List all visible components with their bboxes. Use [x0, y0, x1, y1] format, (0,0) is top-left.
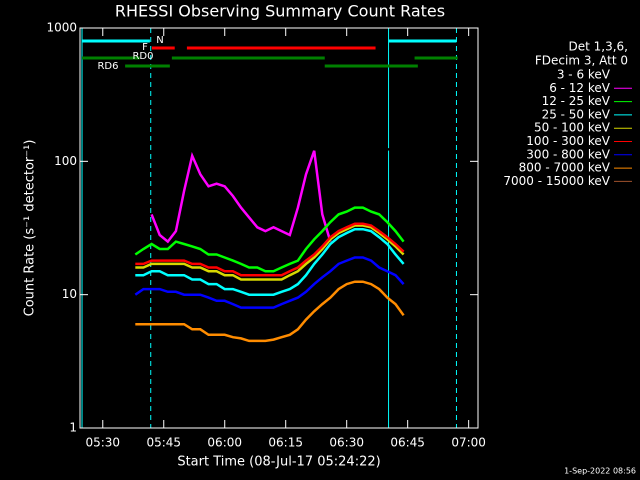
x-tick-label: 06:00 [207, 436, 242, 450]
y-tick-label: 1000 [46, 21, 77, 35]
x-tick-label: 06:30 [329, 436, 364, 450]
series-line [134, 206, 405, 273]
chart-title: RHESSI Observing Summary Count Rates [115, 2, 445, 21]
series-line [134, 129, 404, 152]
x-tick-label: 05:30 [85, 436, 120, 450]
y-tick-label: 1 [69, 421, 77, 435]
legend-label: 300 - 800 keV [526, 147, 610, 161]
legend-header: FDecim 3, Att 0 [535, 54, 628, 68]
x-tick-label: 06:45 [390, 436, 425, 450]
legend-header: Det 1,3,6, [569, 40, 629, 54]
series-line [135, 227, 405, 296]
legend-label: 800 - 7000 keV [519, 161, 611, 175]
y-tick-label: 10 [62, 287, 77, 301]
series-line [135, 224, 405, 281]
legend-label: 12 - 25 keV [542, 94, 611, 108]
legend-label: 50 - 100 keV [534, 121, 611, 135]
legend-label: 6 - 12 keV [549, 81, 611, 95]
y-tick-label: 100 [54, 154, 77, 168]
series-line [150, 150, 332, 244]
x-axis-label: Start Time (08-Jul-17 05:24:22) [177, 455, 380, 470]
series-line [135, 280, 405, 343]
flag-label: RD6 [97, 61, 118, 72]
series-line [135, 222, 405, 277]
legend-label: 7000 - 15000 keV [503, 174, 610, 188]
x-tick-label: 05:45 [146, 436, 181, 450]
flag-label: RD0 [132, 51, 153, 62]
plot-frame [79, 27, 479, 429]
legend-label: 3 - 6 keV [557, 68, 611, 82]
legend-label: 100 - 300 keV [526, 134, 610, 148]
legend-label: 25 - 50 keV [542, 107, 611, 121]
flag-label: F [142, 42, 148, 53]
footer: 1-Sep-2022 08:56 [564, 467, 636, 476]
x-tick-label: 06:15 [268, 436, 303, 450]
y-axis-label: Count Rate (s⁻¹ detector⁻¹) [23, 140, 38, 317]
series-line [134, 256, 405, 309]
flag-label: N [156, 35, 163, 46]
x-tick-label: 07:00 [451, 436, 486, 450]
